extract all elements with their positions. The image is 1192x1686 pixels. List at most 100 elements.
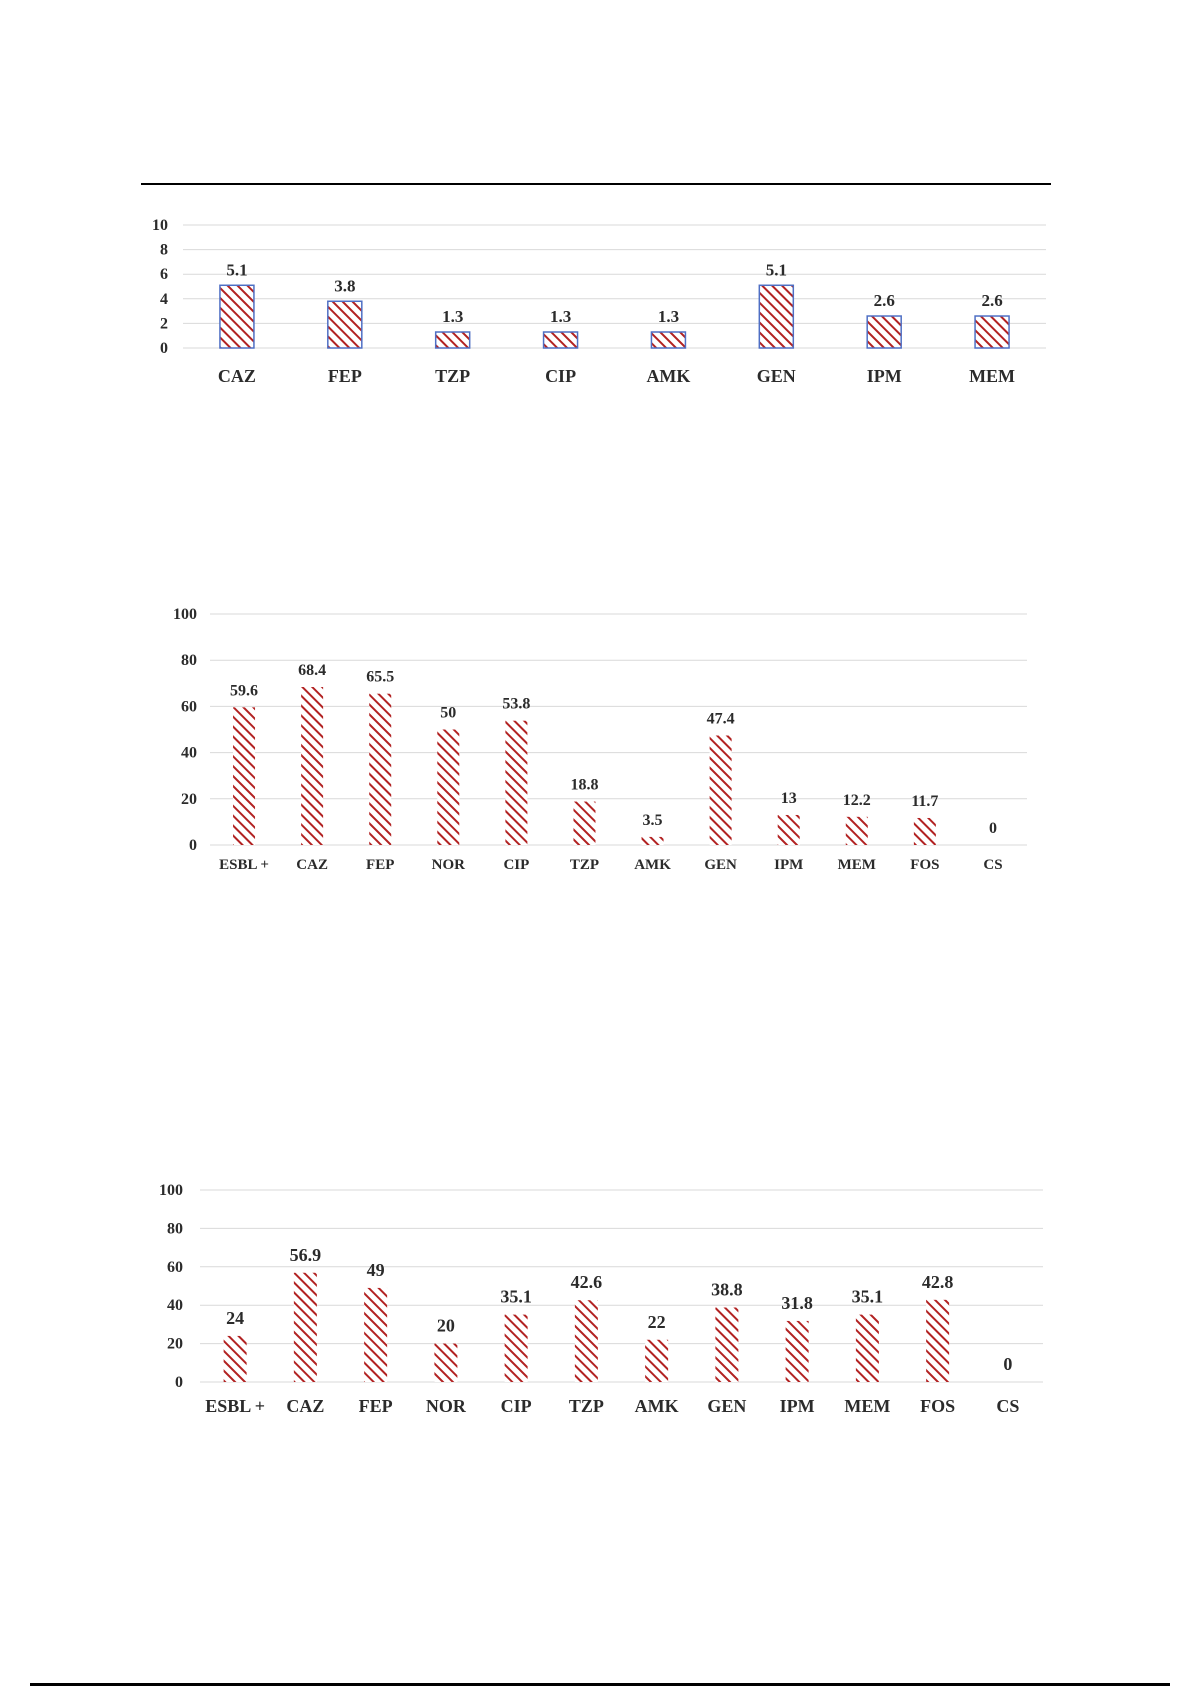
category-label: CIP <box>501 1396 532 1416</box>
data-label: 31.8 <box>781 1293 813 1313</box>
bar <box>785 1320 809 1382</box>
data-label: 5.1 <box>226 260 247 279</box>
category-label: MEM <box>844 1396 890 1416</box>
data-label: 53.8 <box>502 696 530 713</box>
bar <box>434 331 471 349</box>
category-label: FEP <box>366 857 394 873</box>
data-label: 0 <box>1003 1354 1012 1374</box>
category-label: FOS <box>920 1396 955 1416</box>
data-label: 2.6 <box>981 291 1002 310</box>
y-tick-label: 6 <box>160 266 168 283</box>
chart-1: 0 2 4 6 8 10 5.1 CAZ 3.8 FEP 1.3 TZP 1.3 CIP 1.3 AMK 5.1… <box>152 217 1046 386</box>
category-label: ESBL + <box>205 1396 265 1416</box>
data-label: 47.4 <box>707 711 735 728</box>
data-label: 18.8 <box>570 777 598 794</box>
data-label: 20 <box>437 1316 455 1336</box>
data-label: 42.8 <box>922 1272 954 1292</box>
data-label: 68.4 <box>298 662 326 679</box>
bar <box>301 686 324 845</box>
y-tick-label: 40 <box>167 1297 183 1314</box>
category-label: GEN <box>704 857 737 873</box>
data-label: 35.1 <box>500 1287 532 1307</box>
bar <box>573 801 596 845</box>
y-tick-label: 100 <box>159 1182 183 1199</box>
data-label: 1.3 <box>658 307 679 326</box>
category-label: IPM <box>774 857 803 873</box>
category-label: ESBL + <box>219 857 269 873</box>
bar <box>758 284 795 349</box>
bar <box>364 1287 388 1382</box>
y-tick-label: 2 <box>160 315 168 332</box>
category-label: TZP <box>570 857 599 873</box>
data-label: 42.6 <box>571 1272 603 1292</box>
bar <box>777 814 800 845</box>
bar <box>709 735 732 845</box>
data-label: 49 <box>367 1260 385 1280</box>
data-label: 11.7 <box>911 793 938 810</box>
bar <box>974 315 1010 349</box>
bar <box>219 284 255 349</box>
y-tick-label: 8 <box>160 242 168 259</box>
bar <box>505 720 528 845</box>
data-label: 2.6 <box>874 291 895 310</box>
data-label: 1.3 <box>442 307 463 326</box>
category-label: CAZ <box>286 1396 324 1416</box>
category-label: FOS <box>910 857 939 873</box>
bar <box>913 817 936 845</box>
bar <box>645 1339 669 1382</box>
data-label: 13 <box>781 790 797 807</box>
data-label: 56.9 <box>290 1245 322 1265</box>
category-label: CS <box>983 857 1002 873</box>
y-tick-label: 20 <box>181 791 197 808</box>
category-label: FEP <box>359 1396 393 1416</box>
bar <box>641 836 664 845</box>
bar <box>504 1314 528 1382</box>
category-label: GEN <box>707 1396 746 1416</box>
data-label: 0 <box>989 820 997 837</box>
bar <box>437 729 460 845</box>
y-tick-label: 80 <box>181 652 197 669</box>
y-tick-label: 40 <box>181 745 197 762</box>
data-label: 5.1 <box>766 260 787 279</box>
bar <box>293 1272 317 1382</box>
bar <box>845 816 868 845</box>
bar <box>233 707 256 845</box>
category-label: CAZ <box>218 366 256 386</box>
category-label: CS <box>996 1396 1019 1416</box>
y-tick-label: 0 <box>189 837 197 854</box>
bar <box>542 331 579 349</box>
category-label: AMK <box>646 366 690 386</box>
y-tick-label: 100 <box>173 606 197 623</box>
bar <box>855 1314 879 1382</box>
category-label: MEM <box>969 366 1015 386</box>
data-label: 35.1 <box>852 1287 884 1307</box>
category-label: TZP <box>435 366 470 386</box>
bar <box>866 315 902 349</box>
category-label: NOR <box>432 857 466 873</box>
chart-2: 0 20 40 60 80 100 59.6 ESBL + 68.4 CAZ 65.5 FEP 50 NO… <box>173 606 1027 873</box>
bar <box>327 300 363 349</box>
data-label: 24 <box>226 1308 244 1328</box>
category-label: CIP <box>545 366 576 386</box>
y-tick-label: 10 <box>152 217 168 234</box>
data-label: 22 <box>648 1312 666 1332</box>
bar <box>926 1299 950 1382</box>
chart-3: 0 20 40 60 80 100 24 ESBL + 56.9 CAZ 49 FEP 20 NOR 35.… <box>159 1182 1043 1416</box>
data-label: 1.3 <box>550 307 571 326</box>
bar <box>650 331 687 349</box>
data-label: 65.5 <box>366 669 394 686</box>
bar <box>574 1300 598 1382</box>
top-rule <box>141 183 1051 185</box>
category-label: CAZ <box>296 857 328 873</box>
data-label: 59.6 <box>230 682 258 699</box>
category-label: TZP <box>569 1396 604 1416</box>
data-label: 50 <box>440 705 456 722</box>
data-label: 38.8 <box>711 1280 743 1300</box>
category-label: AMK <box>634 857 671 873</box>
y-tick-label: 4 <box>160 291 168 308</box>
category-label: AMK <box>635 1396 679 1416</box>
y-tick-label: 0 <box>175 1374 183 1391</box>
y-tick-label: 20 <box>167 1336 183 1353</box>
bar <box>369 693 392 845</box>
